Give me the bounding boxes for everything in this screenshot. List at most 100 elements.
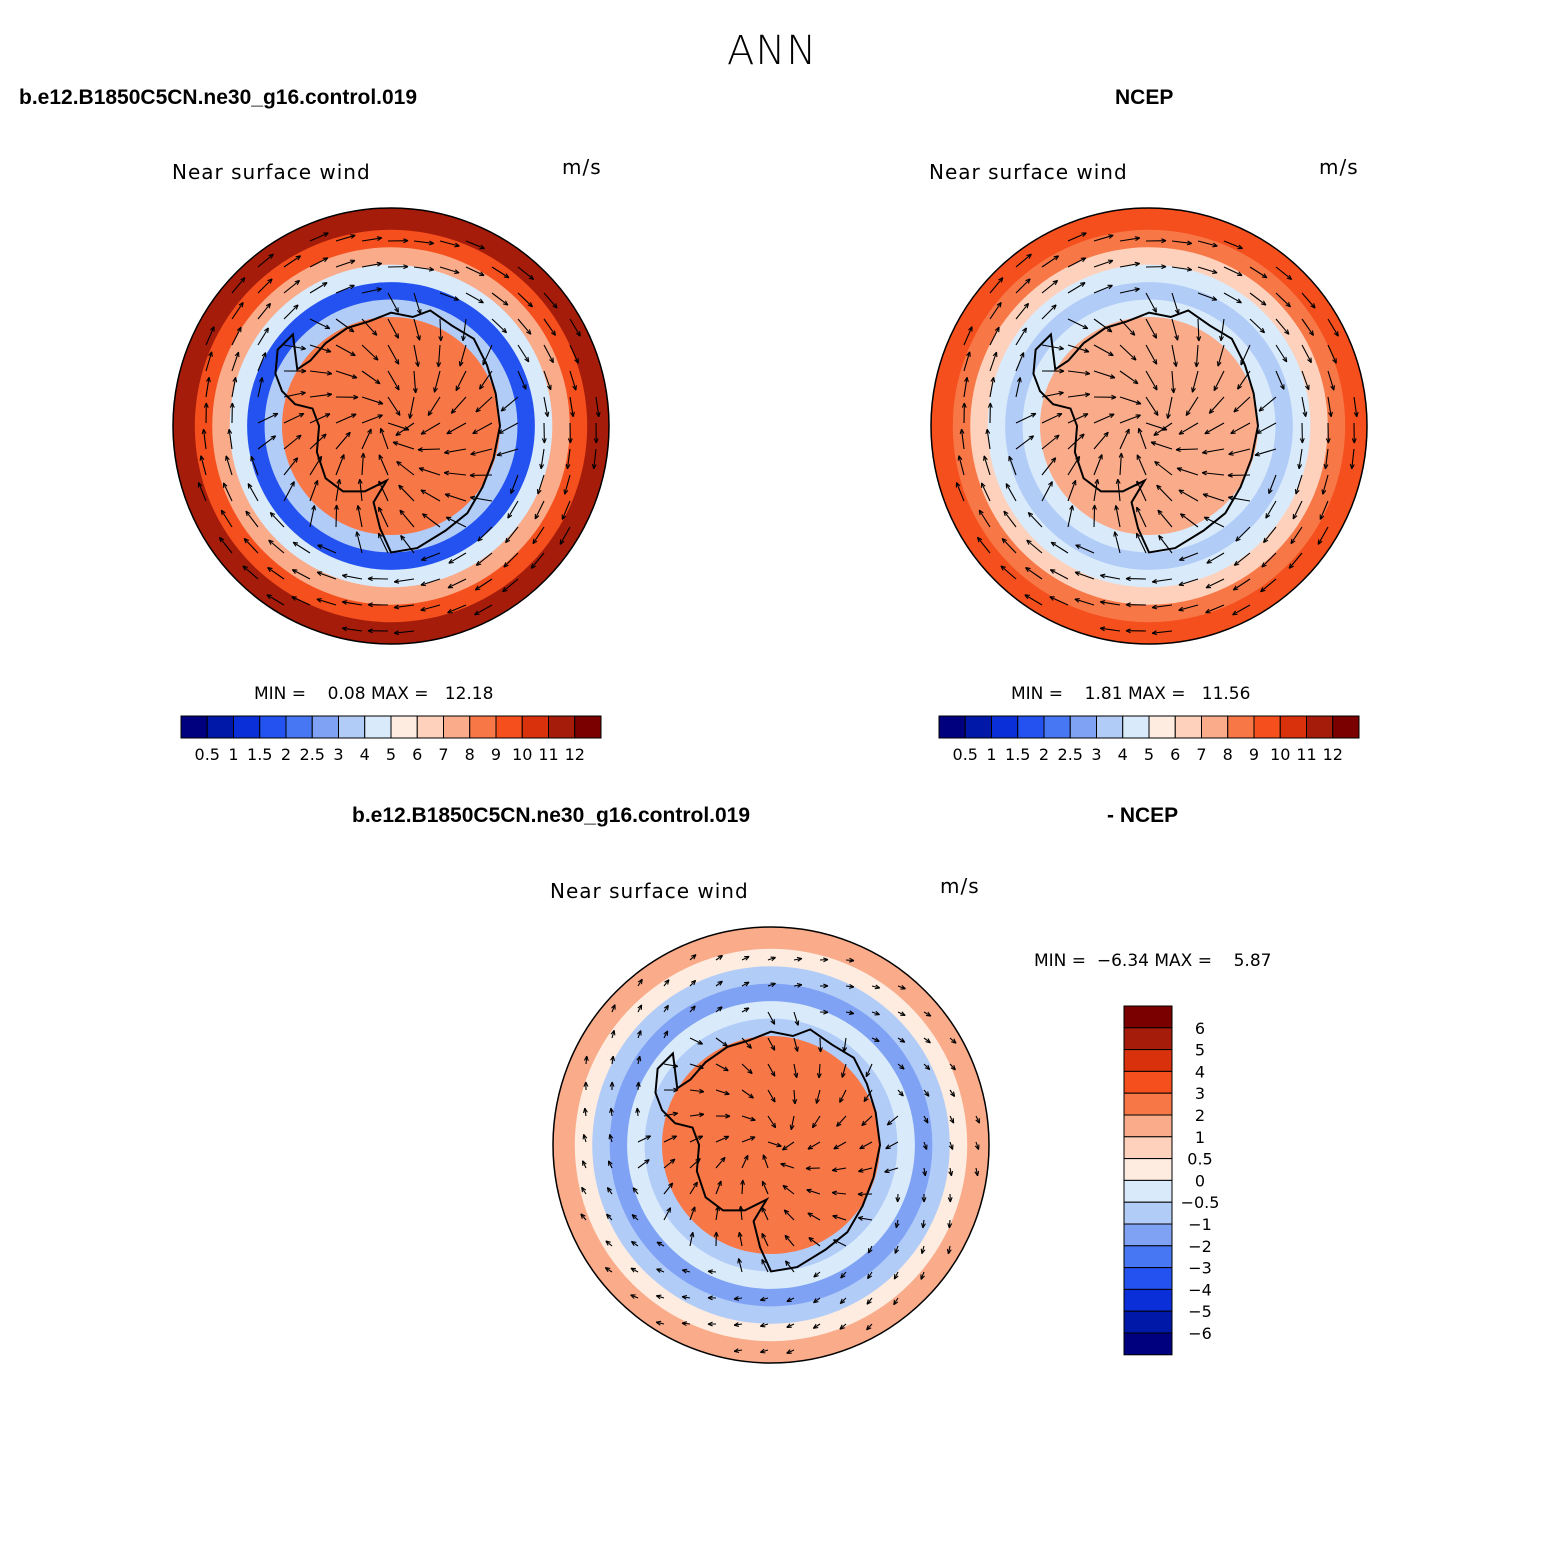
wind-vector <box>1233 578 1251 591</box>
wind-vector <box>767 1115 777 1129</box>
wind-vector <box>663 1135 677 1143</box>
wind-vector-head <box>1115 478 1121 485</box>
wind-vector-head <box>948 1170 954 1177</box>
wind-vector-head <box>1049 569 1056 574</box>
wind-vector <box>593 448 597 469</box>
wind-vector-head <box>1330 385 1335 391</box>
colorbar-box <box>1122 715 1150 739</box>
wind-vector <box>257 253 274 268</box>
wind-vector <box>462 318 467 341</box>
wind-vector <box>291 596 311 606</box>
wind-vector <box>1041 304 1057 320</box>
wind-vector <box>595 396 600 417</box>
wind-vector <box>1171 370 1175 393</box>
wind-vector-head <box>663 1004 669 1011</box>
wind-vector-head <box>724 1090 730 1096</box>
wind-vector-head <box>1027 511 1034 518</box>
wind-vector <box>741 1136 756 1143</box>
wind-vector-head <box>609 1107 614 1114</box>
wind-vector-head <box>444 493 451 498</box>
wind-vector-head <box>747 1068 753 1075</box>
wind-vector-head <box>786 1297 792 1303</box>
wind-vector-head <box>744 955 750 961</box>
wind-vector <box>268 539 285 554</box>
wind-vector-head <box>342 573 348 579</box>
wind-vector-head <box>733 1348 740 1354</box>
wind-vector <box>806 1189 821 1195</box>
wind-vector-head <box>1098 454 1103 460</box>
wind-vector <box>1119 396 1142 405</box>
wind-vector <box>1228 496 1251 502</box>
wind-vector <box>1119 344 1137 361</box>
wind-vector <box>335 284 355 294</box>
wind-vector-head <box>985 428 991 435</box>
wind-vector-head <box>1216 361 1222 367</box>
wind-vector <box>832 1167 847 1171</box>
wind-vector-head <box>990 377 996 383</box>
wind-vector-head <box>1154 460 1160 467</box>
wind-vector-head <box>786 1323 792 1328</box>
wind-vector-head <box>858 1167 864 1173</box>
wind-vector-head <box>963 376 969 383</box>
wind-vector-head <box>316 598 322 603</box>
wind-vector-head <box>1094 478 1100 485</box>
wind-vector <box>309 505 316 528</box>
wind-vector <box>1171 240 1192 245</box>
wind-vector-head <box>205 376 211 383</box>
wind-vector-head <box>353 394 359 400</box>
panel2-title: Near surface wind <box>929 160 1128 184</box>
wind-vector-head <box>1081 232 1087 237</box>
wind-vector <box>569 396 574 417</box>
wind-vector-head <box>1135 414 1141 419</box>
wind-vector-head <box>924 1064 931 1071</box>
wind-vector <box>361 396 384 405</box>
wind-vector-head <box>350 234 356 239</box>
wind-vector-head <box>604 1267 611 1273</box>
wind-vector <box>663 1182 674 1195</box>
wind-vector-head <box>1152 307 1157 313</box>
wind-vector <box>1152 630 1173 634</box>
wind-vector <box>989 351 998 372</box>
wind-vector-head <box>1058 345 1064 351</box>
wind-vector <box>409 396 415 419</box>
panel3-max-value: 5.87 <box>1233 951 1272 971</box>
wind-vector <box>532 526 545 544</box>
wind-vector-head <box>630 1240 637 1246</box>
wind-vector-head <box>1001 538 1007 544</box>
wind-vector <box>793 1011 799 1026</box>
wind-vector <box>1322 474 1329 495</box>
wind-vector-head <box>1321 489 1327 495</box>
wind-vector <box>1027 512 1043 528</box>
wind-vector <box>1115 505 1121 528</box>
panel2-minmax: MIN = 1.81 MAX = 11.56 <box>1011 684 1250 704</box>
wind-vector-head <box>1107 259 1114 265</box>
colorbar-tick-label: 3 <box>333 745 343 764</box>
wind-vector-head <box>454 242 460 248</box>
wind-vector <box>465 266 485 277</box>
wind-vector <box>569 344 579 364</box>
wind-vector <box>1260 578 1277 593</box>
panel3-units: m/s <box>940 874 980 898</box>
wind-vector-head <box>608 1133 614 1140</box>
wind-vector-head <box>1333 331 1339 337</box>
wind-vector-head <box>1083 348 1090 353</box>
wind-vector <box>818 1063 821 1079</box>
wind-vector-head <box>394 307 399 313</box>
wind-vector-head <box>759 1296 766 1302</box>
wind-vector <box>283 280 300 294</box>
wind-vector-head <box>737 1258 743 1264</box>
wind-vector-head <box>1125 428 1130 435</box>
wind-vector-head <box>582 1160 587 1166</box>
wind-vector <box>1261 552 1277 568</box>
wind-vector-head <box>957 455 963 461</box>
wind-vector <box>1145 344 1158 365</box>
wind-vector <box>1041 481 1053 502</box>
wind-vector <box>459 344 467 367</box>
wind-vector-head <box>720 1156 726 1163</box>
panel3-min-value: −6.34 <box>1096 951 1149 971</box>
panel1-colorbar: 0.5 1 1.5 2 2.5 3 4 5 6 7 8 9 10 11 12 <box>180 715 602 764</box>
wind-vector-head <box>610 1029 616 1036</box>
wind-vector-head <box>242 565 248 571</box>
wind-vector-head <box>955 482 961 488</box>
wind-vector-head <box>1118 452 1124 458</box>
